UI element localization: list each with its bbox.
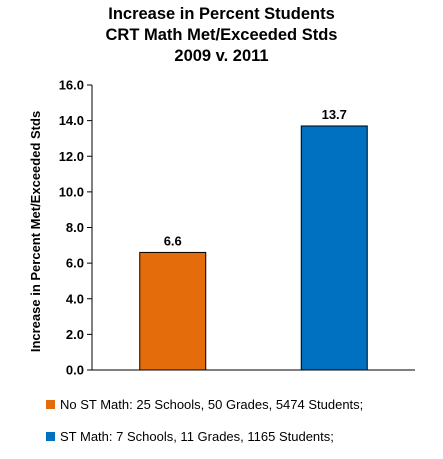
chart-title-line-2: CRT Math Met/Exceeded Stds [105, 26, 338, 44]
legend-item-st-math: ST Math: 7 Schools, 11 Grades, 1165 Stud… [46, 427, 363, 445]
legend-swatch-st-math [46, 431, 55, 441]
y-tick-label: 0.0 [66, 363, 84, 378]
chart-title-line-3: 2009 v. 2011 [174, 47, 269, 65]
y-tick-label: 4.0 [66, 291, 84, 306]
chart-title-line-1: Increase in Percent Students [108, 5, 335, 23]
y-axis-label: Increase in Percent Met/Exceeded Stds [28, 111, 43, 352]
legend: No ST Math: 25 Schools, 50 Grades, 5474 … [46, 395, 363, 459]
bar-no-st-math [139, 251, 207, 371]
y-tick-label: 14.0 [59, 113, 84, 128]
bar-st-math [300, 125, 368, 371]
y-tick-label: 10.0 [59, 184, 84, 199]
y-tick-label: 6.0 [66, 256, 84, 271]
legend-item-no-st-math: No ST Math: 25 Schools, 50 Grades, 5474 … [46, 395, 363, 413]
chart-title: Increase in Percent Students CRT Math Me… [0, 4, 443, 67]
data-label-no-st-math: 6.6 [164, 233, 182, 248]
y-tick-label: 2.0 [66, 327, 84, 342]
y-tick-label: 8.0 [66, 220, 84, 235]
legend-label-no-st-math: No ST Math: 25 Schools, 50 Grades, 5474 … [60, 396, 364, 412]
y-tick-label: 12.0 [59, 149, 84, 164]
legend-label-st-math: ST Math: 7 Schools, 11 Grades, 1165 Stud… [60, 428, 334, 444]
data-label-st-math: 13.7 [322, 107, 347, 122]
y-tick-label: 16.0 [59, 78, 84, 93]
legend-swatch-no-st-math [46, 399, 55, 409]
